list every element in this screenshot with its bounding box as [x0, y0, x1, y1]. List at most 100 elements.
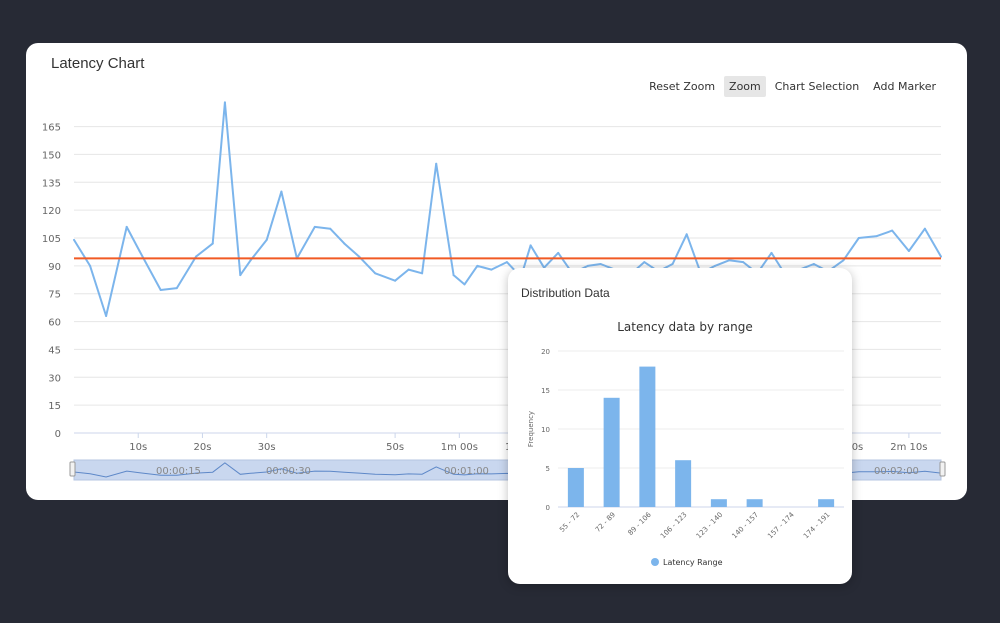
- y-tick-label: 15: [48, 401, 61, 412]
- latency-data-point: [239, 274, 242, 277]
- latency-data-point: [195, 255, 198, 258]
- latency-data-point: [685, 233, 688, 236]
- latency-data-point: [728, 259, 731, 262]
- chart-selection-button[interactable]: Chart Selection: [774, 80, 860, 93]
- latency-data-point: [505, 261, 508, 264]
- latency-data-point: [421, 272, 424, 275]
- add-marker-button[interactable]: Add Marker: [873, 80, 936, 93]
- x-tick-label: 2m 10s: [890, 442, 927, 453]
- distribution-bar-chart[interactable]: Latency data by range Frequency 0 5 10 15 20 55…: [508, 268, 852, 584]
- latency-data-point: [857, 237, 860, 239]
- bar: [818, 499, 835, 507]
- distribution-card-title: Distribution Data: [521, 286, 610, 300]
- latency-data-point: [159, 289, 162, 291]
- latency-data-point: [891, 229, 894, 232]
- y-tick-label: 150: [42, 150, 61, 161]
- latency-data-point: [907, 250, 910, 252]
- latency-data-point: [671, 263, 674, 265]
- latency-data-point: [770, 251, 773, 254]
- x-tick-label: 157 - 174: [766, 510, 796, 540]
- latency-data-point: [643, 261, 646, 264]
- y-tick-label: 0: [546, 504, 550, 512]
- latency-data-point: [73, 238, 75, 241]
- bar: [567, 468, 584, 507]
- reset-zoom-button[interactable]: Reset Zoom: [649, 80, 716, 93]
- y-tick-label: 135: [42, 178, 61, 189]
- bar: [710, 499, 727, 507]
- y-tick-label: 45: [48, 345, 61, 356]
- latency-data-point: [742, 261, 745, 264]
- latency-data-point: [586, 264, 589, 267]
- latency-data-point: [313, 225, 316, 228]
- y-tick-label: 5: [546, 465, 550, 473]
- bar: [639, 366, 656, 507]
- x-tick-label: 123 - 140: [695, 511, 724, 540]
- latency-data-point: [599, 263, 602, 265]
- y-tick-label: 75: [48, 290, 61, 301]
- latency-data-point: [343, 242, 346, 245]
- legend-marker: [651, 558, 659, 566]
- x-tick-label: 174 - 191: [802, 511, 831, 540]
- bar: [675, 460, 692, 507]
- navigator-label: 00:00:15: [156, 466, 201, 477]
- x-tick-label: 106 - 123: [659, 511, 688, 540]
- latency-data-point: [463, 283, 466, 286]
- x-tick-label: 50s: [386, 442, 404, 453]
- zoom-button[interactable]: Zoom: [724, 76, 766, 97]
- latency-data-point: [125, 225, 128, 228]
- y-tick-label: 60: [48, 318, 61, 329]
- x-tick-label: 30s: [258, 442, 276, 453]
- latency-data-point: [476, 264, 479, 267]
- bar-chart-title: Latency data by range: [617, 320, 753, 334]
- latency-data-point: [923, 227, 926, 230]
- latency-data-point: [812, 263, 815, 265]
- latency-data-point: [557, 251, 560, 254]
- latency-data-point: [280, 190, 283, 193]
- latency-data-point: [105, 315, 108, 317]
- latency-data-point: [490, 268, 493, 271]
- y-tick-label: 30: [48, 373, 61, 384]
- latency-data-point: [138, 250, 141, 252]
- distribution-card: Latency data by range Frequency 0 5 10 15 20 55…: [508, 268, 852, 584]
- latency-data-point: [875, 235, 878, 238]
- latency-data-point: [265, 238, 268, 241]
- bar: [746, 499, 763, 507]
- x-tick-label: 10s: [129, 442, 147, 453]
- y-tick-label: 120: [42, 206, 61, 217]
- latency-data-point: [529, 244, 532, 247]
- latency-data-point: [358, 255, 361, 258]
- y-tick-label: 0: [55, 429, 61, 440]
- navigator-label: 00:00:30: [266, 466, 311, 477]
- latency-data-point: [435, 162, 438, 165]
- latency-data-point: [211, 242, 214, 245]
- navigator-label: 00:01:00: [444, 466, 489, 477]
- latency-data-point: [374, 272, 377, 275]
- latency-chart-title: Latency Chart: [51, 55, 145, 72]
- x-tick-label: 140 - 157: [731, 511, 760, 540]
- x-tick-label: 72 - 89: [594, 511, 617, 534]
- x-tick-label: 55 - 72: [558, 511, 581, 534]
- y-axis-label: Frequency: [527, 411, 535, 447]
- latency-data-point: [329, 227, 332, 230]
- y-tick-label: 10: [541, 426, 550, 434]
- navigator-label: 00:02:00: [874, 466, 919, 477]
- x-tick-label: 89 - 106: [626, 510, 653, 537]
- x-tick-label: 1m 00s: [441, 442, 478, 453]
- y-tick-label: 165: [42, 123, 61, 134]
- chart-toolbar: Reset Zoom Zoom Chart Selection Add Mark…: [644, 76, 941, 97]
- latency-data-point: [452, 274, 455, 277]
- y-tick-label: 15: [541, 387, 550, 395]
- latency-data-point: [940, 255, 942, 258]
- legend-label: Latency Range: [663, 558, 723, 567]
- latency-data-point: [175, 287, 178, 290]
- y-tick-label: 105: [42, 234, 61, 245]
- y-tick-label: 20: [541, 348, 550, 356]
- latency-data-point: [223, 101, 226, 104]
- bar: [603, 397, 620, 507]
- navigator-right-handle[interactable]: [939, 461, 946, 477]
- latency-data-point: [89, 264, 92, 267]
- navigator-left-handle[interactable]: [69, 461, 76, 477]
- latency-data-point: [249, 259, 252, 262]
- latency-data-point: [407, 268, 410, 271]
- latency-data-point: [842, 259, 845, 262]
